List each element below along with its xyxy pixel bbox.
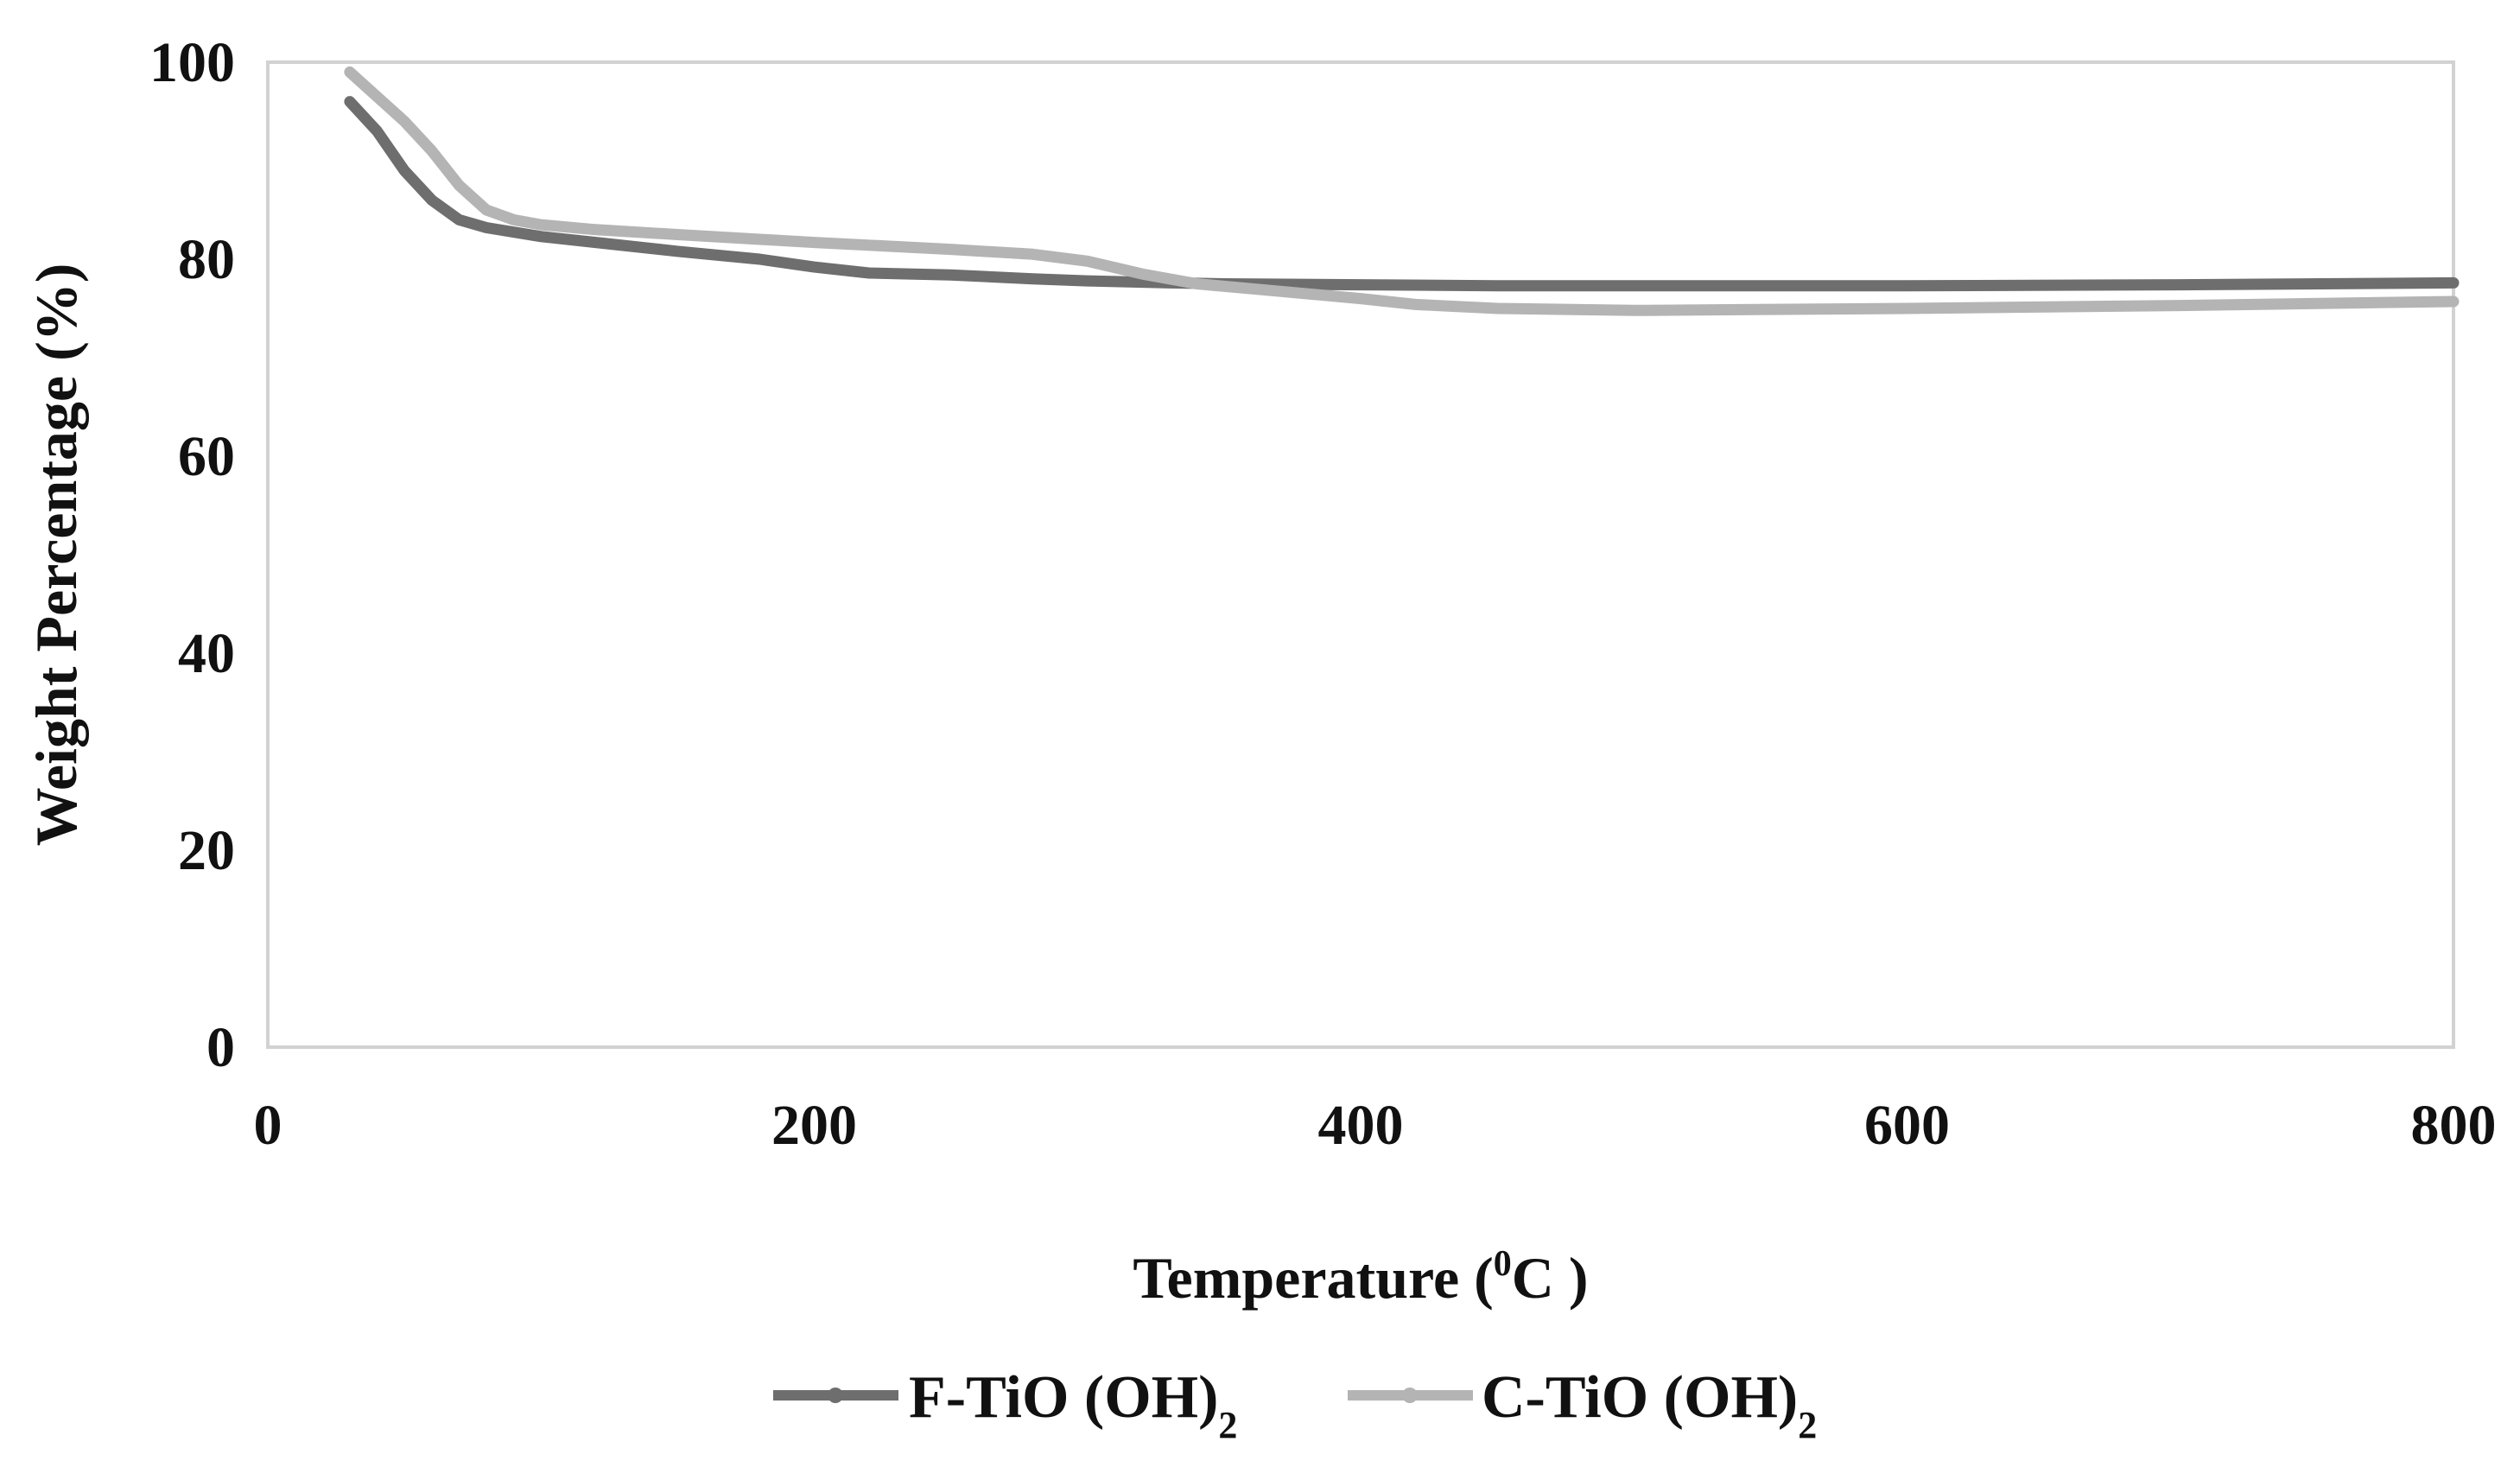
legend: F-TiO (OH)2 C-TiO (OH)2 xyxy=(773,1364,1817,1446)
y-tick-label: 60 xyxy=(178,425,235,488)
series-line-c-tio xyxy=(344,66,2460,316)
y-tick-label: 100 xyxy=(149,31,235,94)
x-tick-label: 0 xyxy=(254,1094,282,1157)
x-axis-title-main: Temperature ( xyxy=(1133,1245,1493,1311)
x-tick-label: 800 xyxy=(2411,1094,2497,1157)
x-axis-title-end: C ) xyxy=(1512,1245,1589,1311)
series-layer xyxy=(344,66,2460,316)
y-axis-title: Weight Percentage (%) xyxy=(23,264,89,847)
legend-label-c-tio: C-TiO (OH)2 xyxy=(1482,1364,1817,1446)
x-tick-label: 400 xyxy=(1318,1094,1404,1157)
x-axis-title-sup: 0 xyxy=(1494,1244,1512,1284)
y-tick-label: 80 xyxy=(178,228,235,291)
x-tick-label: 600 xyxy=(1864,1094,1950,1157)
legend-marker-f-tio xyxy=(828,1388,843,1403)
plot-area xyxy=(266,60,2455,1049)
y-axis: 0 20 40 60 80 100 xyxy=(149,31,235,1079)
x-axis: 0 200 400 600 800 xyxy=(254,1094,2497,1157)
legend-marker-c-tio xyxy=(1402,1388,1418,1403)
y-tick-label: 20 xyxy=(178,819,235,882)
y-tick-label: 0 xyxy=(206,1016,235,1079)
x-axis-title: Temperature (0C ) xyxy=(1133,1244,1588,1311)
x-tick-label: 200 xyxy=(771,1094,857,1157)
series-line-f-tio xyxy=(344,96,2460,292)
legend-label-f-tio: F-TiO (OH)2 xyxy=(909,1364,1237,1446)
y-tick-label: 40 xyxy=(178,622,235,685)
